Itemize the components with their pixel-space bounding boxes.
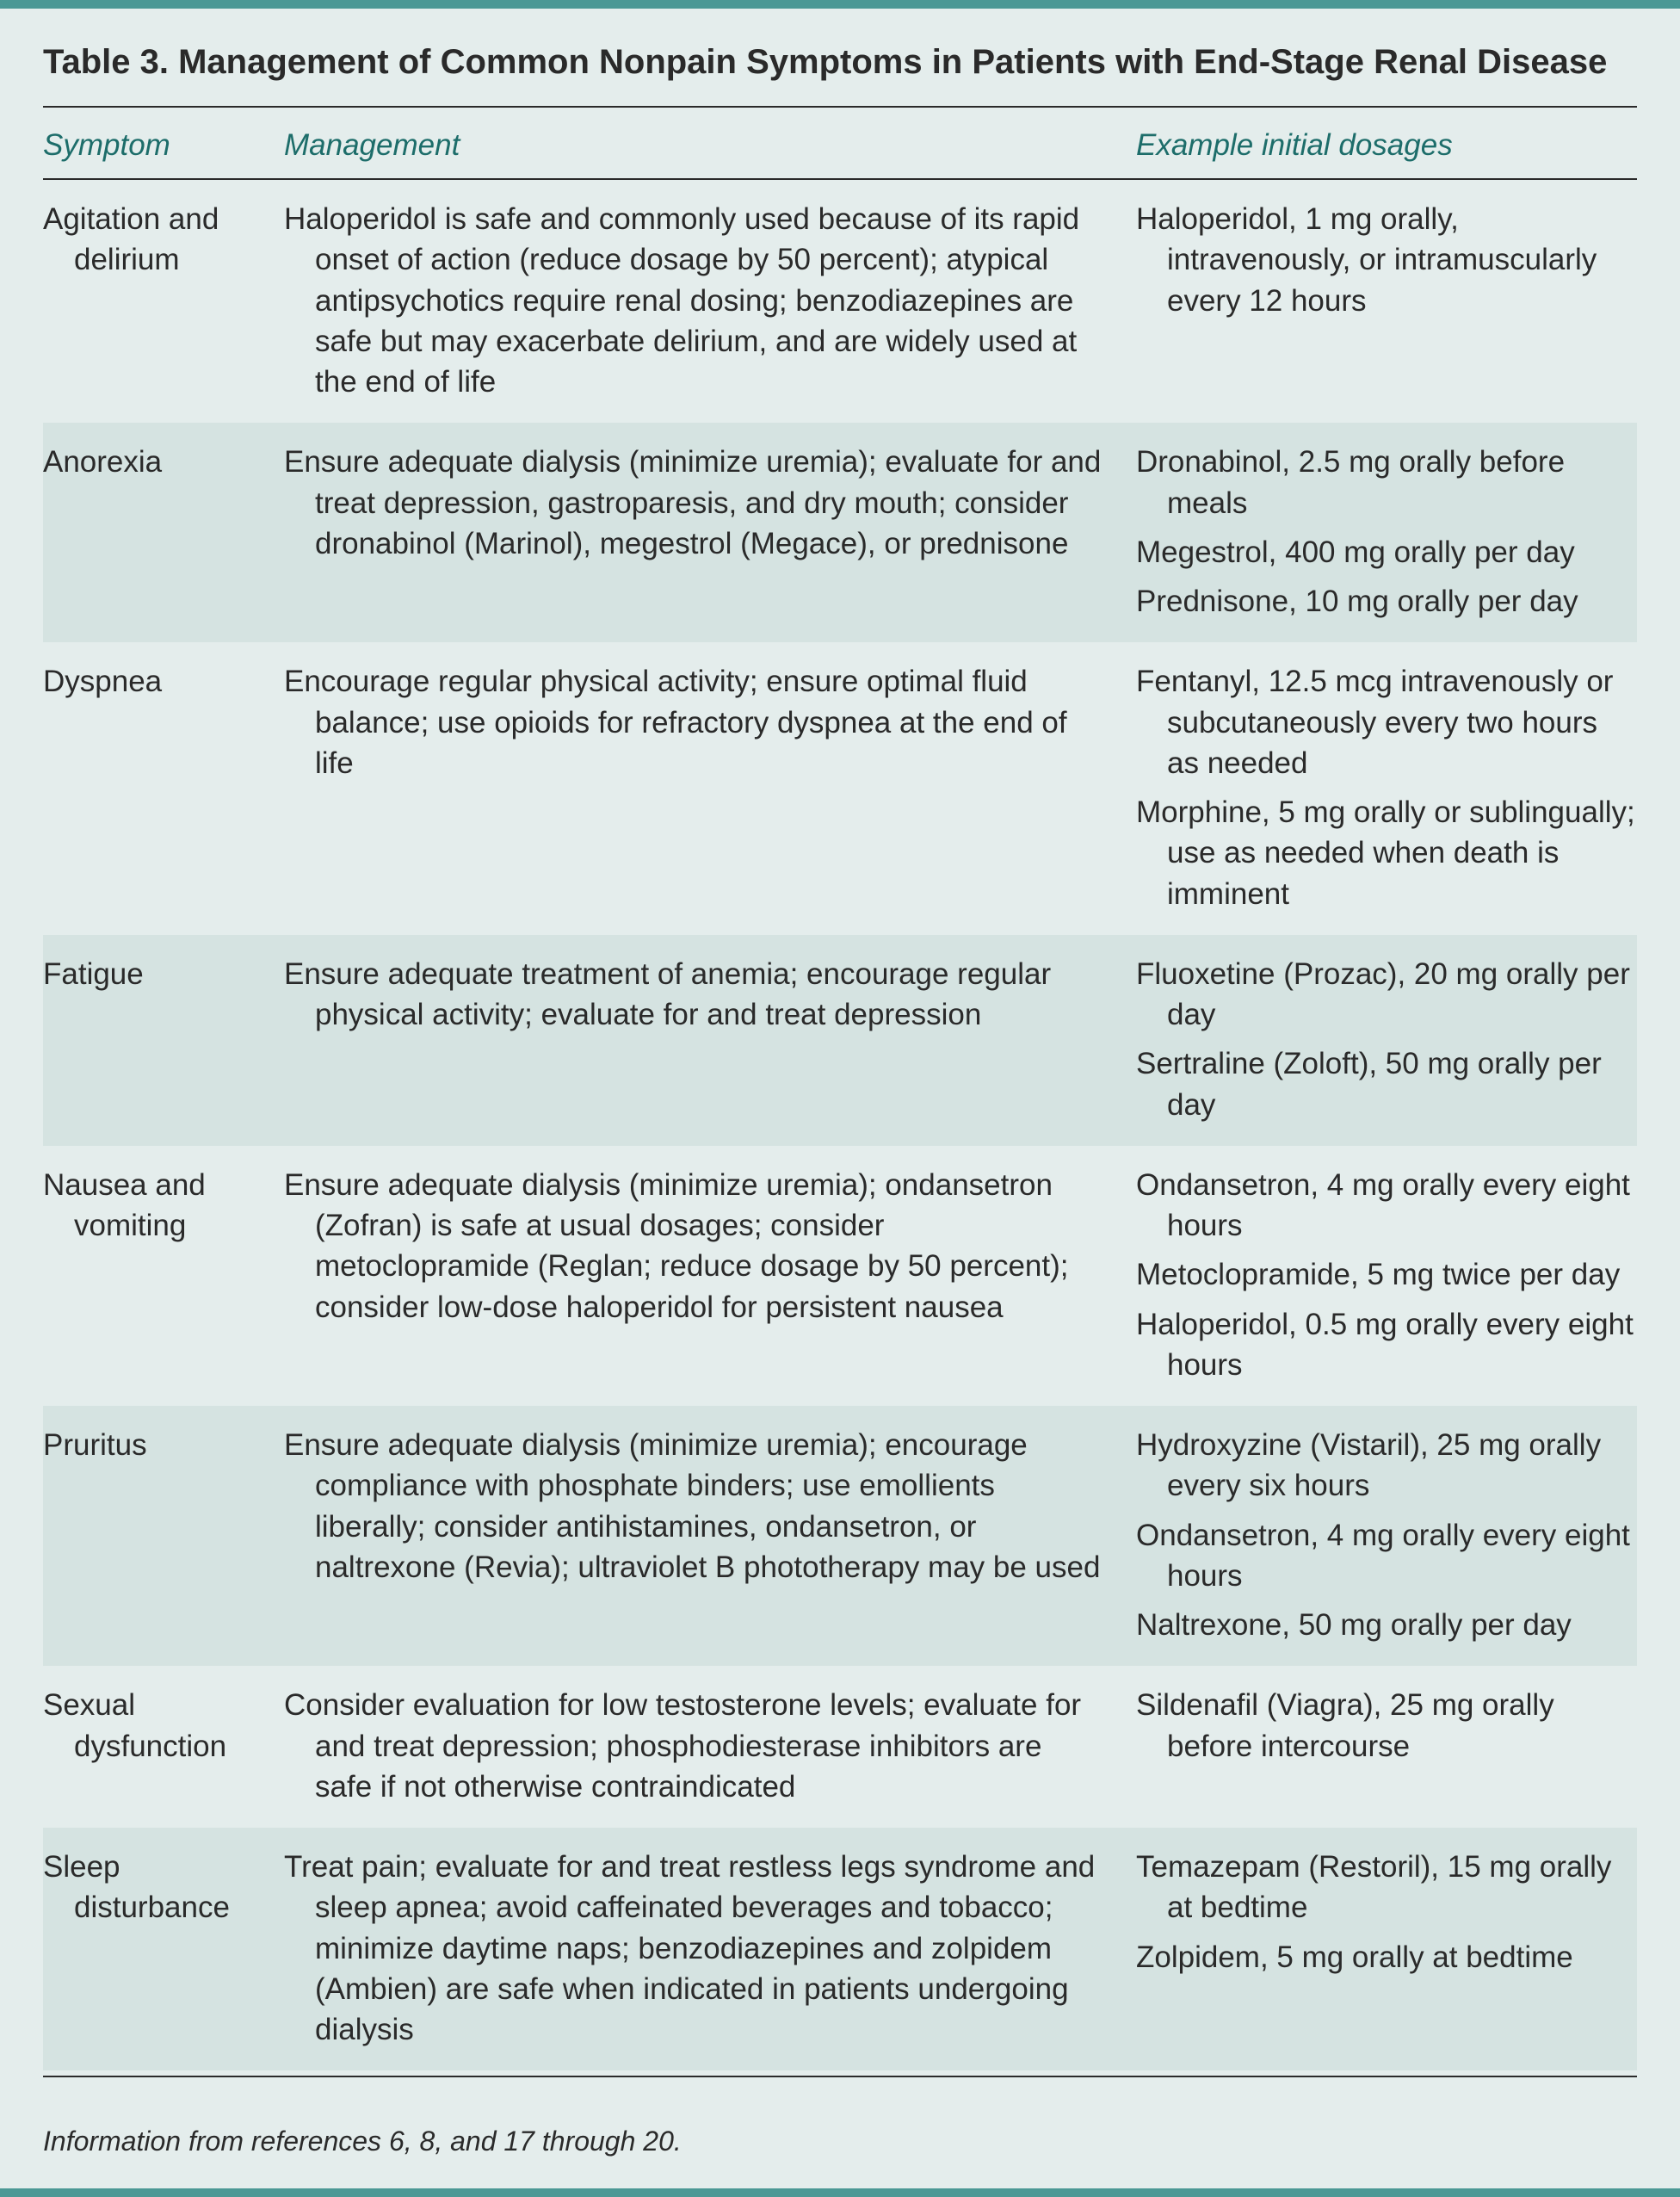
table-inner: Table 3. Management of Common Nonpain Sy…: [0, 9, 1680, 2095]
col-header-symptom: Symptom: [43, 128, 284, 163]
cell-dosage: Haloperidol, 1 mg orally, intravenously,…: [1136, 199, 1637, 402]
management-text: Ensure adequate dialysis (minimize uremi…: [284, 1425, 1102, 1587]
dosage-item: Sertraline (Zoloft), 50 mg orally per da…: [1136, 1043, 1637, 1125]
cell-symptom: Sexual dysfunction: [43, 1685, 284, 1807]
symptom-text: Anorexia: [43, 442, 284, 482]
dosage-item: Haloperidol, 1 mg orally, intravenously,…: [1136, 199, 1637, 321]
dosage-item: Megestrol, 400 mg orally per day: [1136, 532, 1637, 572]
cell-symptom: Sleep disturbance: [43, 1847, 284, 2050]
cell-dosage: Hydroxyzine (Vistaril), 25 mg orally eve…: [1136, 1425, 1637, 1645]
cell-dosage: Temazepam (Restoril), 15 mg orally at be…: [1136, 1847, 1637, 2050]
dosage-item: Zolpidem, 5 mg orally at bedtime: [1136, 1937, 1637, 1977]
table-row: Sleep disturbanceTreat pain; evaluate fo…: [43, 1828, 1637, 2070]
dosage-item: Ondansetron, 4 mg orally every eight hou…: [1136, 1165, 1637, 1247]
cell-dosage: Fentanyl, 12.5 mcg intravenously or subc…: [1136, 661, 1637, 914]
dosage-item: Naltrexone, 50 mg orally per day: [1136, 1605, 1637, 1645]
cell-dosage: Sildenafil (Viagra), 25 mg orally before…: [1136, 1685, 1637, 1807]
dosage-item: Hydroxyzine (Vistaril), 25 mg orally eve…: [1136, 1425, 1637, 1507]
management-text: Ensure adequate treatment of anemia; enc…: [284, 954, 1102, 1036]
footer-note: Information from references 6, 8, and 17…: [0, 2095, 1680, 2188]
dosage-item: Prednisone, 10 mg orally per day: [1136, 581, 1637, 622]
cell-management: Treat pain; evaluate for and treat restl…: [284, 1847, 1136, 2050]
dosage-item: Dronabinol, 2.5 mg orally before meals: [1136, 442, 1637, 523]
symptom-text: Sleep disturbance: [43, 1847, 284, 1928]
dosage-item: Metoclopramide, 5 mg twice per day: [1136, 1254, 1637, 1295]
dosage-item: Fluoxetine (Prozac), 20 mg orally per da…: [1136, 954, 1637, 1036]
table-row: PruritusEnsure adequate dialysis (minimi…: [43, 1406, 1637, 1666]
cell-management: Haloperidol is safe and commonly used be…: [284, 199, 1136, 402]
cell-management: Encourage regular physical activity; ens…: [284, 661, 1136, 914]
dosage-item: Fentanyl, 12.5 mcg intravenously or subc…: [1136, 661, 1637, 783]
table-row: DyspneaEncourage regular physical activi…: [43, 642, 1637, 935]
cell-dosage: Ondansetron, 4 mg orally every eight hou…: [1136, 1165, 1637, 1385]
table-rows: Agitation and deliriumHaloperidol is saf…: [43, 180, 1637, 2070]
symptom-text: Dyspnea: [43, 661, 284, 702]
cell-symptom: Fatigue: [43, 954, 284, 1125]
cell-symptom: Pruritus: [43, 1425, 284, 1645]
cell-symptom: Anorexia: [43, 442, 284, 622]
symptom-text: Fatigue: [43, 954, 284, 994]
cell-dosage: Dronabinol, 2.5 mg orally before meals Me…: [1136, 442, 1637, 622]
footer-rule: [43, 2076, 1637, 2077]
cell-symptom: Nausea and vomiting: [43, 1165, 284, 1385]
cell-management: Ensure adequate treatment of anemia; enc…: [284, 954, 1136, 1125]
cell-management: Ensure adequate dialysis (minimize uremi…: [284, 442, 1136, 622]
symptom-text: Pruritus: [43, 1425, 284, 1465]
cell-symptom: Agitation and delirium: [43, 199, 284, 402]
dosage-item: Temazepam (Restoril), 15 mg orally at be…: [1136, 1847, 1637, 1928]
table-row: AnorexiaEnsure adequate dialysis (minimi…: [43, 423, 1637, 642]
table-row: Sexual dysfunctionConsider evaluation fo…: [43, 1666, 1637, 1828]
table-row: FatigueEnsure adequate treatment of anem…: [43, 935, 1637, 1146]
dosage-item: Ondansetron, 4 mg orally every eight hou…: [1136, 1515, 1637, 1597]
symptom-text: Agitation and delirium: [43, 199, 284, 281]
symptom-text: Sexual dysfunction: [43, 1685, 284, 1767]
management-text: Encourage regular physical activity; ens…: [284, 661, 1102, 783]
cell-management: Ensure adequate dialysis (minimize uremi…: [284, 1425, 1136, 1645]
col-header-management: Management: [284, 128, 1136, 163]
dosage-item: Haloperidol, 0.5 mg orally every eight h…: [1136, 1304, 1637, 1386]
table-container: Table 3. Management of Common Nonpain Sy…: [0, 0, 1680, 2197]
cell-management: Consider evaluation for low testosterone…: [284, 1685, 1136, 1807]
management-text: Ensure adequate dialysis (minimize uremi…: [284, 1165, 1102, 1327]
table-row: Agitation and deliriumHaloperidol is saf…: [43, 180, 1637, 423]
table-title: Table 3. Management of Common Nonpain Sy…: [43, 43, 1637, 108]
management-text: Haloperidol is safe and commonly used be…: [284, 199, 1102, 402]
dosage-item: Morphine, 5 mg orally or sublingually; u…: [1136, 792, 1637, 914]
col-header-dosage: Example initial dosages: [1136, 128, 1637, 163]
management-text: Ensure adequate dialysis (minimize uremi…: [284, 442, 1102, 564]
cell-symptom: Dyspnea: [43, 661, 284, 914]
symptom-text: Nausea and vomiting: [43, 1165, 284, 1247]
dosage-item: Sildenafil (Viagra), 25 mg orally before…: [1136, 1685, 1637, 1767]
column-headers: Symptom Management Example initial dosag…: [43, 108, 1637, 180]
cell-management: Ensure adequate dialysis (minimize uremi…: [284, 1165, 1136, 1385]
cell-dosage: Fluoxetine (Prozac), 20 mg orally per da…: [1136, 954, 1637, 1125]
management-text: Consider evaluation for low testosterone…: [284, 1685, 1102, 1807]
table-row: Nausea and vomitingEnsure adequate dialy…: [43, 1146, 1637, 1406]
management-text: Treat pain; evaluate for and treat restl…: [284, 1847, 1102, 2050]
